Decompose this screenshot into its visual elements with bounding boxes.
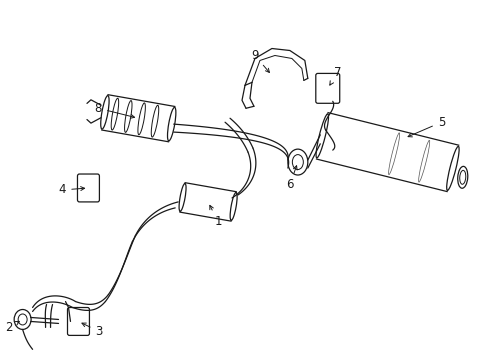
Text: 3: 3 — [82, 323, 102, 338]
Text: 8: 8 — [95, 102, 134, 118]
Text: 7: 7 — [329, 66, 341, 85]
Text: 9: 9 — [251, 49, 269, 72]
Text: 1: 1 — [209, 205, 222, 228]
Text: 6: 6 — [285, 166, 297, 192]
Text: 5: 5 — [407, 116, 444, 137]
Text: 4: 4 — [59, 184, 84, 197]
Ellipse shape — [446, 146, 458, 190]
Text: 2: 2 — [5, 321, 19, 334]
